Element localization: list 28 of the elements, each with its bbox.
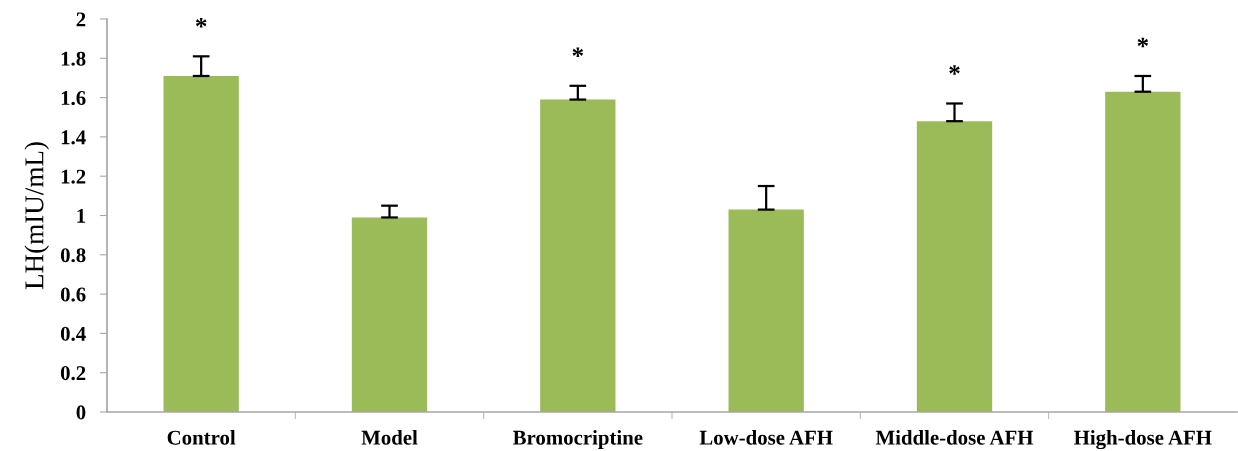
y-tick-label: 1.2 [61,169,86,184]
y-tick-label: 1.6 [61,91,86,106]
y-tick-label: 0.6 [60,287,86,302]
y-tick-label: 1.4 [61,130,86,145]
y-tick-label: 0.8 [60,248,86,263]
annotation: * [949,65,960,75]
bar [163,75,239,412]
x-tick-label: Bromocriptine [512,430,643,449]
y-tick-label: 0.4 [60,326,86,341]
bar [351,217,428,412]
y-tick-label: 2 [76,12,86,27]
x-tick-label: Control [167,430,236,445]
bar [540,99,616,412]
x-tick-label: Middle-dose AFH [875,430,1034,445]
annotation: * [572,47,584,57]
x-tick-label: High-dose AFH [1074,430,1212,450]
y-tick-label: 0.2 [60,366,86,381]
y-tick-label: 0 [76,405,86,420]
annotation: * [1137,37,1149,48]
y-tick-label: 1.8 [61,51,86,66]
bar [916,121,993,412]
y-axis-title: LH(mIU/mL) [24,142,50,290]
x-tick-label: Model [361,430,418,445]
bar [728,209,804,412]
x-tick-label: Low-dose AFH [699,430,833,445]
annotation: * [195,18,207,28]
bar [1105,91,1181,412]
y-tick-label: 1 [77,208,86,223]
